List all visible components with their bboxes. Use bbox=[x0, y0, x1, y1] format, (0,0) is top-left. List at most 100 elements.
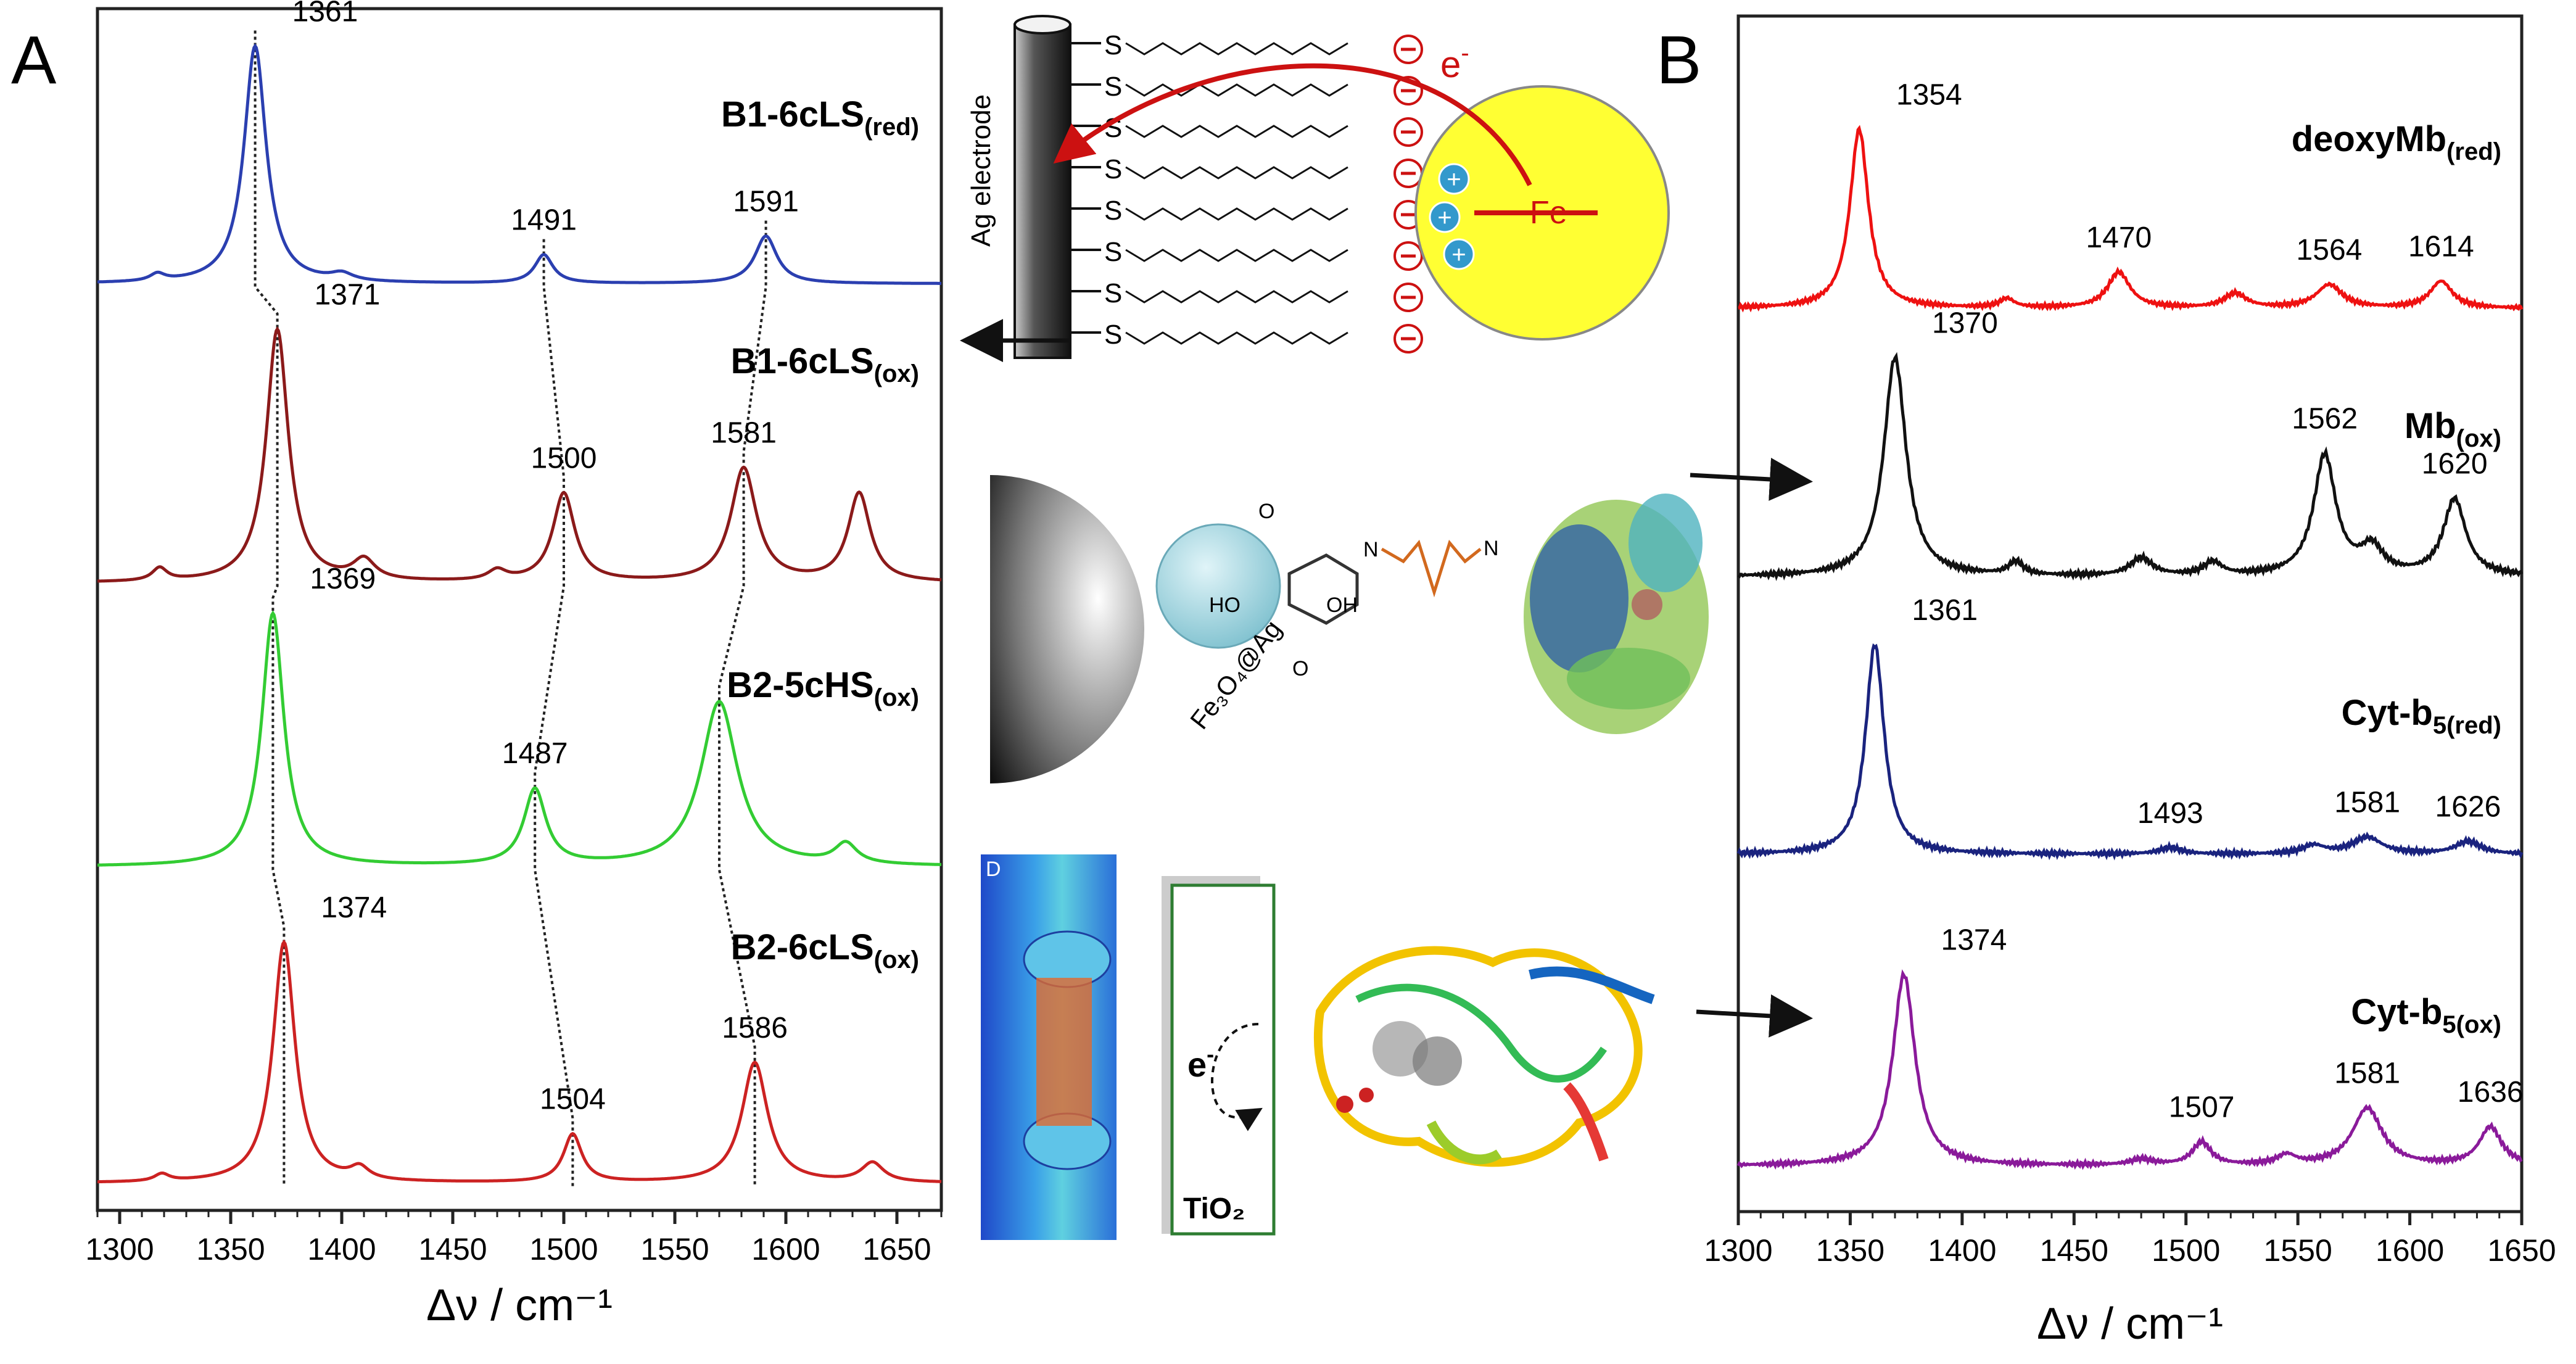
b-tick-label: 1300 bbox=[1704, 1233, 1772, 1268]
svg-text:+: + bbox=[1451, 241, 1466, 268]
b-tick-label: 1400 bbox=[1928, 1233, 1996, 1268]
a-peak-label: 1500 bbox=[531, 442, 597, 474]
panel-a-frame bbox=[96, 7, 943, 1212]
panel-b-x-axis: 1300 1350 1400 1450 1500 1550 1600 1650 bbox=[1704, 1212, 2556, 1268]
electrode-top bbox=[1013, 15, 1071, 35]
a-tick-label: 1400 bbox=[307, 1232, 376, 1267]
sulfur-label: S bbox=[1104, 154, 1122, 184]
tio2-label: TiO₂ bbox=[1183, 1192, 1245, 1225]
b-peak-label: 1581 bbox=[2334, 786, 2400, 819]
panel-a-x-label: Δν / cm⁻¹ bbox=[426, 1281, 613, 1330]
a-correlation-line bbox=[534, 239, 574, 1186]
a-spectrum-line bbox=[97, 326, 942, 583]
sugar-ring bbox=[1287, 553, 1359, 625]
b-peak-label: 1370 bbox=[1932, 307, 1998, 339]
tio2-film bbox=[1170, 883, 1276, 1236]
a-spectrum-line bbox=[97, 939, 942, 1184]
b-tick-label: 1450 bbox=[2040, 1233, 2108, 1268]
svg-text:O: O bbox=[1292, 657, 1308, 680]
silver-shell bbox=[1155, 523, 1281, 649]
arrow-to-mb bbox=[1690, 458, 1813, 501]
b-peak-label: 1564 bbox=[2297, 234, 2363, 267]
electron-label-2: e- bbox=[1187, 1041, 1214, 1084]
scheme-tio2: D TiO₂ e- bbox=[981, 854, 1813, 1240]
a-peak-label: 1586 bbox=[722, 1012, 788, 1044]
alkyl-chain bbox=[1125, 207, 1348, 221]
b-peak-label: 1614 bbox=[2408, 230, 2474, 263]
a-peak-label: 1361 bbox=[292, 0, 358, 28]
sulfur-label: S bbox=[1104, 30, 1122, 60]
b-peak-label: 1470 bbox=[2086, 221, 2152, 254]
a-tick-label: 1450 bbox=[418, 1232, 487, 1267]
b-peak-label: 1374 bbox=[1941, 924, 2007, 957]
b-spectrum-line bbox=[1736, 969, 2523, 1170]
alkyl-chain bbox=[1125, 166, 1348, 180]
sulfur-label: S bbox=[1104, 196, 1122, 226]
a-tick-label: 1300 bbox=[85, 1232, 154, 1267]
electron-label: e- bbox=[1440, 39, 1469, 85]
panel-b: B 1354 1470 1564 1614 deoxyMb(red) 1370 1562 16… bbox=[1656, 14, 2556, 1349]
a-spectrum-line bbox=[97, 610, 941, 867]
panel-a: A 1361 1491 1591 B1-6cLS(red) 1371 1500 1581 B1… bbox=[11, 0, 943, 1330]
linker-chain bbox=[1381, 539, 1482, 598]
alkyl-chain bbox=[1125, 42, 1348, 56]
sulfur-label: S bbox=[1104, 72, 1122, 102]
electron-loop-arrow bbox=[1211, 1023, 1263, 1131]
plus-charge bbox=[1443, 238, 1475, 270]
b-spectrum-line bbox=[1738, 125, 2524, 313]
svg-text:N: N bbox=[1484, 537, 1499, 560]
panel-a-letter: A bbox=[11, 22, 57, 98]
a-peak-label: 1487 bbox=[502, 737, 568, 770]
myoglobin-structure bbox=[1524, 494, 1709, 734]
electrode-label: Ag electrode bbox=[966, 94, 996, 247]
alkyl-chain bbox=[1125, 290, 1348, 304]
plus-charge bbox=[1438, 163, 1470, 195]
svg-text:HO: HO bbox=[1209, 593, 1241, 617]
a-correlation-line bbox=[254, 30, 286, 1186]
iron-label: Fe bbox=[1530, 195, 1567, 231]
svg-text:+: + bbox=[1447, 166, 1461, 193]
b-tick-label: 1350 bbox=[1816, 1233, 1885, 1268]
svg-text:O: O bbox=[1258, 500, 1274, 523]
sulfur-label: S bbox=[1104, 278, 1122, 308]
a-peak-label: 1369 bbox=[310, 563, 376, 595]
b-spectrum-label: Mb(ox) bbox=[2405, 406, 2501, 452]
a-spectrum-label: B1-6cLS(ox) bbox=[731, 341, 919, 387]
b-peak-label: 1620 bbox=[2422, 447, 2488, 480]
b-peak-label: 1581 bbox=[2334, 1057, 2400, 1090]
svg-text:+: + bbox=[1437, 204, 1451, 231]
cytochrome-structure bbox=[1313, 946, 1655, 1167]
b-peak-label: 1354 bbox=[1896, 79, 1962, 112]
alkyl-chain bbox=[1125, 331, 1348, 345]
b-peak-label: 1493 bbox=[2137, 797, 2203, 830]
alkyl-chain bbox=[1125, 83, 1348, 97]
panel-b-x-label: Δν / cm⁻¹ bbox=[2037, 1299, 2223, 1349]
b-peak-label: 1361 bbox=[1912, 594, 1978, 627]
panel-a-spectra: 1361 1491 1591 B1-6cLS(red) 1371 1500 1581 B1-6… bbox=[97, 0, 942, 1184]
panel-a-guide-lines bbox=[254, 30, 767, 1186]
b-spectrum-line bbox=[1737, 352, 2524, 581]
field-map-letter: D bbox=[986, 858, 1001, 881]
b-spectrum-label: Cyt-b5(ox) bbox=[2351, 992, 2501, 1038]
b-peak-label: 1562 bbox=[2292, 402, 2358, 435]
a-peak-label: 1491 bbox=[511, 204, 577, 237]
b-peak-label: 1626 bbox=[2435, 791, 2501, 824]
panel-b-letter: B bbox=[1656, 22, 1701, 98]
a-spectrum-label: B2-6cLS(ox) bbox=[731, 927, 919, 973]
svg-text:OH: OH bbox=[1326, 593, 1358, 617]
alkyl-chain bbox=[1125, 125, 1348, 138]
b-spectrum-label: deoxyMb(red) bbox=[2292, 119, 2501, 165]
arrow-to-cyt bbox=[1696, 994, 1813, 1038]
scheme-nanoparticle: Fe₃O₄@Ag O O HO OH N N bbox=[990, 458, 1813, 783]
a-tick-label: 1350 bbox=[196, 1232, 265, 1267]
a-spectrum-label: B1-6cLS(red) bbox=[721, 94, 919, 141]
panel-b-frame bbox=[1736, 14, 2524, 1213]
a-peak-label: 1371 bbox=[315, 278, 381, 311]
b-tick-label: 1500 bbox=[2152, 1233, 2220, 1268]
plus-charge bbox=[1429, 201, 1461, 233]
electrode-cylinder bbox=[1013, 23, 1071, 359]
a-tick-label: 1650 bbox=[862, 1232, 931, 1267]
a-peak-label: 1374 bbox=[321, 891, 387, 924]
a-tick-label: 1600 bbox=[751, 1232, 820, 1267]
